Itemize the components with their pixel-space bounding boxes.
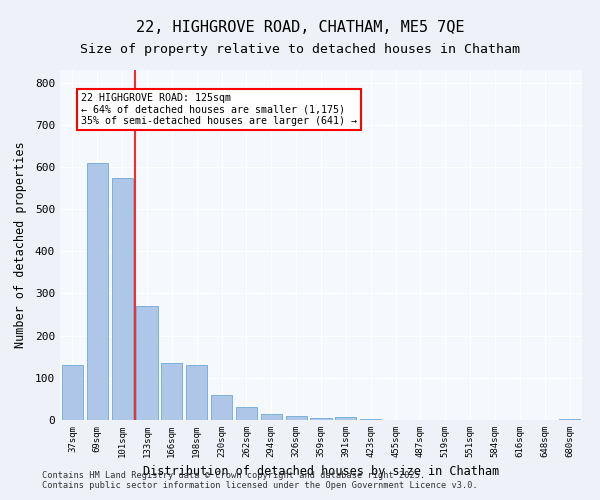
- Bar: [161, 363, 182, 420]
- Bar: [559, 419, 580, 420]
- Bar: [335, 416, 356, 420]
- Text: Size of property relative to detached houses in Chatham: Size of property relative to detached ho…: [80, 42, 520, 56]
- Bar: [211, 394, 232, 420]
- Bar: [186, 365, 207, 420]
- Bar: [310, 418, 332, 420]
- Text: Contains HM Land Registry data © Crown copyright and database right 2025.
Contai: Contains HM Land Registry data © Crown c…: [42, 470, 478, 490]
- Bar: [360, 418, 381, 420]
- Bar: [136, 306, 158, 420]
- Text: 22 HIGHGROVE ROAD: 125sqm
← 64% of detached houses are smaller (1,175)
35% of se: 22 HIGHGROVE ROAD: 125sqm ← 64% of detac…: [81, 93, 357, 126]
- Y-axis label: Number of detached properties: Number of detached properties: [14, 142, 26, 348]
- Bar: [62, 365, 83, 420]
- Text: 22, HIGHGROVE ROAD, CHATHAM, ME5 7QE: 22, HIGHGROVE ROAD, CHATHAM, ME5 7QE: [136, 20, 464, 35]
- X-axis label: Distribution of detached houses by size in Chatham: Distribution of detached houses by size …: [143, 466, 499, 478]
- Bar: [236, 408, 257, 420]
- Bar: [87, 163, 108, 420]
- Bar: [261, 414, 282, 420]
- Bar: [286, 416, 307, 420]
- Bar: [112, 178, 133, 420]
